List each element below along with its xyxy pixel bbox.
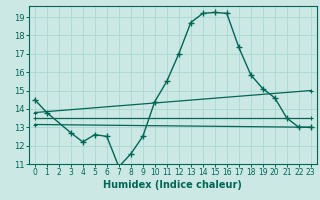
X-axis label: Humidex (Indice chaleur): Humidex (Indice chaleur) [103,180,242,190]
